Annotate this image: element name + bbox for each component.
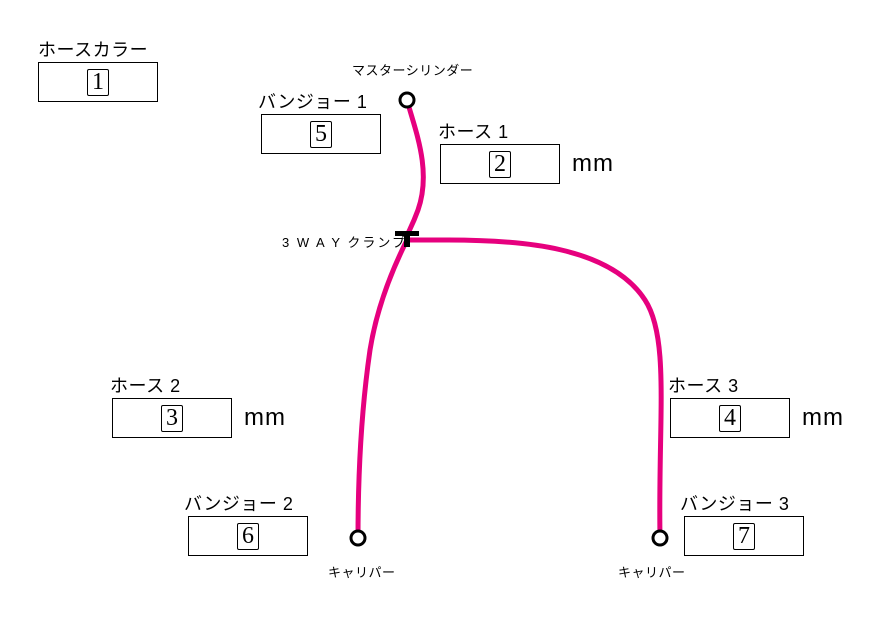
hose-1-path [407, 100, 424, 240]
box-1[interactable]: 1 [38, 62, 158, 102]
three-way-clamp-label: 3 W A Y クランプ [282, 232, 407, 251]
diagram-stage: { "canvas": { "width": 890, "height": 62… [0, 0, 890, 629]
box-4-number: 4 [719, 405, 741, 432]
box-1-number: 1 [87, 69, 109, 96]
box-3[interactable]: 3 [112, 398, 232, 438]
box-5[interactable]: 5 [261, 114, 381, 154]
master-cylinder-label: マスターシリンダー [352, 60, 473, 79]
banjo-2-label: バンジョー 2 [184, 490, 293, 516]
box-4[interactable]: 4 [670, 398, 790, 438]
left-caliper-endpoint-icon [351, 531, 365, 545]
hose-3-path [407, 240, 661, 538]
hose-1-mm: mm [572, 150, 614, 178]
box-6-number: 6 [237, 523, 259, 550]
hose-2-mm: mm [244, 404, 286, 432]
hose-2-path [358, 240, 407, 538]
box-2[interactable]: 2 [440, 144, 560, 184]
right-caliper-endpoint-icon [653, 531, 667, 545]
hose-color-title: ホースカラー [38, 36, 148, 62]
box-5-number: 5 [310, 121, 332, 148]
caliper-right-label: キャリパー [618, 562, 686, 581]
banjo-1-label: バンジョー 1 [258, 88, 367, 114]
box-6[interactable]: 6 [188, 516, 308, 556]
hose-1-label: ホース 1 [438, 118, 509, 144]
hose-3-mm: mm [802, 404, 844, 432]
banjo-3-label: バンジョー 3 [680, 490, 789, 516]
box-3-number: 3 [161, 405, 183, 432]
hose-2-label: ホース 2 [110, 372, 181, 398]
box-2-number: 2 [489, 151, 511, 178]
caliper-left-label: キャリパー [328, 562, 396, 581]
box-7-number: 7 [733, 523, 755, 550]
box-7[interactable]: 7 [684, 516, 804, 556]
hose-3-label: ホース 3 [668, 372, 739, 398]
master-cylinder-endpoint-icon [400, 93, 414, 107]
